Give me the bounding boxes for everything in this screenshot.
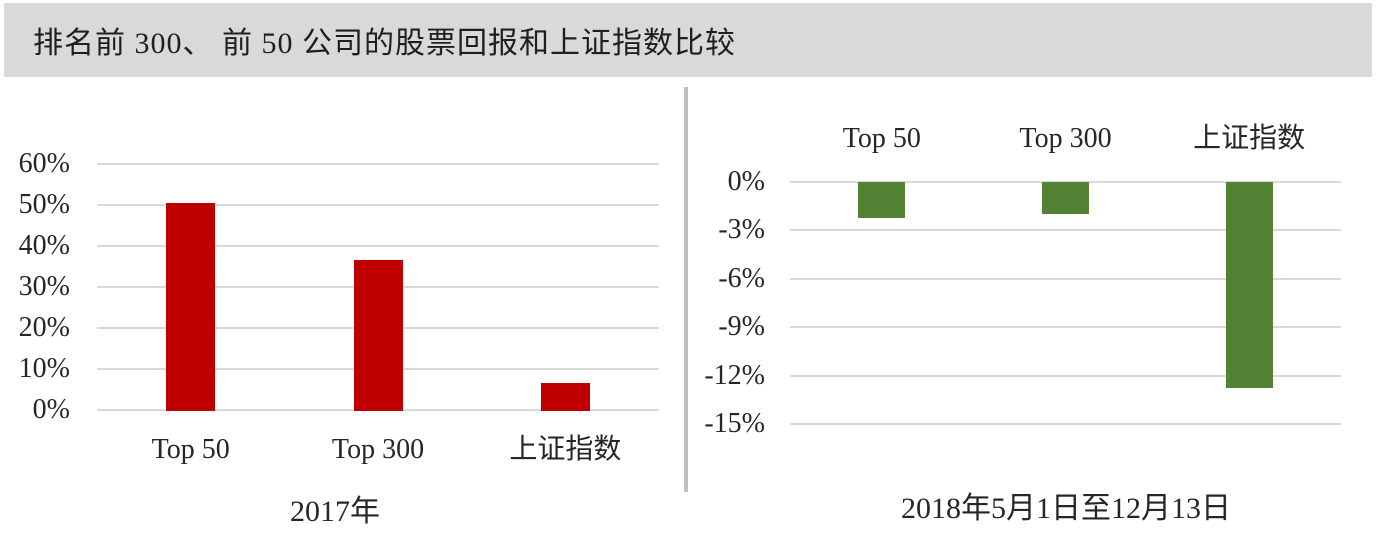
gridline-20pct	[97, 327, 659, 329]
bar-top-300	[1042, 182, 1089, 214]
panel-divider	[684, 87, 688, 492]
y-tick-label: -12%	[704, 359, 765, 391]
category-label-top-50: Top 50	[151, 434, 230, 465]
gridline-neg15pct	[790, 423, 1341, 425]
y-tick-label: 20%	[18, 312, 70, 343]
y-tick-label: -15%	[704, 408, 765, 439]
y-tick-label: 40%	[18, 230, 70, 261]
gridline-neg9pct	[790, 326, 1341, 329]
bar-sse-index	[1225, 182, 1273, 388]
bar-top-300	[353, 260, 403, 411]
y-tick-label: -3%	[718, 214, 765, 246]
gridline-neg6pct	[790, 277, 1341, 280]
y-tick-label: -6%	[718, 262, 765, 294]
chart-2018-caption: 2018年5月1日至12月13日	[901, 492, 1231, 525]
bar-sse-index	[540, 383, 590, 411]
gridline-60pct	[97, 163, 659, 165]
bar-top-50	[166, 202, 216, 411]
category-label-top-300: Top 300	[331, 434, 425, 465]
category-label-sse-index: 上证指数	[509, 434, 622, 465]
y-tick-label: 0%	[727, 166, 765, 197]
y-tick-label: 0%	[32, 394, 70, 425]
gridline-50pct	[97, 204, 659, 206]
chart-title-bar: 排名前 300、 前 50 公司的股票回报和上证指数比较	[4, 3, 1372, 77]
category-label-top-300: Top 300	[1019, 123, 1112, 154]
y-tick-label: 60%	[18, 148, 70, 179]
gridline-neg12pct	[790, 374, 1341, 377]
y-tick-label: 50%	[18, 189, 70, 220]
gridline-10pct	[97, 368, 659, 370]
gridline-neg3pct	[790, 229, 1341, 232]
gridline-30pct	[97, 286, 659, 288]
gridline-0pct	[790, 181, 1341, 183]
chart-title: 排名前 300、 前 50 公司的股票回报和上证指数比较	[33, 27, 736, 60]
y-tick-label: -9%	[718, 311, 765, 343]
category-label-top-50: Top 50	[842, 123, 921, 154]
gridline-40pct	[97, 245, 659, 247]
chart-2017-caption: 2017年	[290, 495, 380, 528]
category-label-sse-index: 上证指数	[1193, 123, 1306, 154]
gridline-0pct	[97, 409, 659, 411]
bar-top-50	[858, 182, 906, 219]
y-tick-label: 30%	[18, 271, 70, 302]
y-tick-label: 10%	[18, 353, 70, 384]
